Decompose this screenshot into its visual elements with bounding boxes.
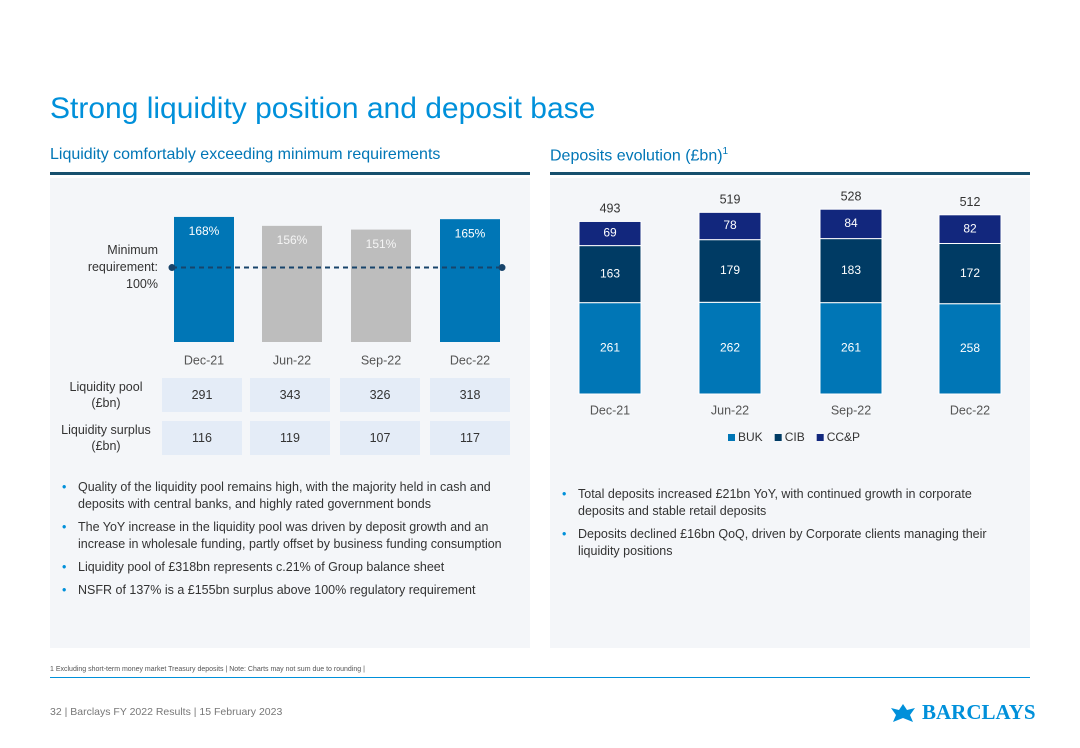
- threshold-label-box: Minimum requirement: 100%: [87, 242, 158, 291]
- value-label: 165%: [455, 226, 486, 240]
- legend-label: CC&P: [827, 430, 860, 444]
- table-cell: 343: [250, 378, 330, 412]
- value-label: 262: [720, 340, 740, 354]
- value-label: 82: [963, 221, 977, 235]
- legend-label: BUK: [738, 430, 763, 444]
- value-label: 84: [844, 216, 858, 230]
- legend-swatch: [774, 434, 782, 441]
- liquidity-table: Liquidity pool (£bn) 291 343 326 318 Liquidit…: [50, 370, 530, 470]
- bullet: Quality of the liquidity pool remains hi…: [56, 479, 526, 513]
- footnote-marker: 1: [722, 146, 729, 157]
- bar-segment: [819, 208, 883, 240]
- bar-segment: [938, 243, 1002, 305]
- threshold-label: Minimum requirement: 100%: [87, 242, 158, 291]
- value-label: 261: [600, 340, 620, 354]
- x-tick-label: Sep-22: [831, 403, 871, 417]
- x-tick-label: Dec-22: [450, 353, 490, 367]
- bar-segment: [698, 211, 762, 241]
- value-label: 168%: [189, 224, 220, 238]
- liquidity-chart: 168% Dec-21 156% Jun-22 151% Sep-22 165% Dec-22…: [87, 216, 506, 367]
- bullet: Deposits declined £16bn QoQ, driven by C…: [556, 526, 1016, 560]
- legend-swatch: [816, 434, 824, 441]
- bar-segment: [698, 239, 762, 303]
- total-label: 493: [600, 202, 621, 216]
- heading-rule: [50, 172, 530, 175]
- footnote: 1 Excluding short-term money market Trea…: [50, 666, 365, 673]
- bullet: The YoY increase in the liquidity pool w…: [56, 519, 526, 553]
- bar: [262, 225, 322, 342]
- value-label: 151%: [366, 237, 397, 251]
- logo: BARCLAYS: [890, 700, 1036, 725]
- x-tick-label: Jun-22: [711, 403, 749, 417]
- legend-swatch: [728, 434, 735, 441]
- bullet-list: Quality of the liquidity pool remains hi…: [56, 479, 526, 605]
- bullet: Total deposits increased £21bn YoY, with…: [556, 486, 1016, 520]
- x-tick-label: Dec-21: [590, 403, 630, 417]
- bar: [351, 229, 411, 342]
- value-label: 69: [603, 226, 617, 240]
- value-label: 179: [720, 263, 740, 277]
- table-cell: 107: [340, 421, 420, 455]
- x-tick-label: Dec-22: [950, 403, 990, 417]
- value-label: 183: [841, 263, 861, 277]
- footer: 32 | Barclays FY 2022 Results | 15 Febru…: [50, 706, 283, 718]
- table-cell: 318: [430, 378, 510, 412]
- footer-rule: [50, 677, 1030, 678]
- table-cell: 119: [250, 421, 330, 455]
- threshold-dot: [498, 264, 506, 272]
- value-label: 172: [960, 266, 980, 280]
- x-tick-label: Sep-22: [361, 353, 401, 367]
- table-cell: 117: [430, 421, 510, 455]
- table-cell: 326: [340, 378, 420, 412]
- deposits-chart: 261 163 69 493 Dec-21 262 179 78 519 Jun-22 261 183…: [578, 189, 1002, 444]
- threshold-dot: [168, 264, 176, 272]
- legend-label: CIB: [785, 430, 805, 444]
- value-label: 261: [841, 340, 861, 354]
- panel-heading: Liquidity comfortably exceeding minimum …: [50, 146, 441, 163]
- table-cell: 291: [162, 378, 242, 412]
- bar-segment: [938, 214, 1002, 244]
- bar-segment: [698, 301, 762, 395]
- panel-heading: Deposits evolution (£bn)1: [550, 146, 728, 165]
- total-label: 528: [841, 189, 862, 203]
- row-label: Liquidity surplus (£bn): [61, 423, 151, 453]
- bar: [174, 216, 234, 342]
- bullet: NSFR of 137% is a £155bn surplus above 1…: [56, 582, 526, 599]
- heading-text: Deposits evolution (£bn): [550, 147, 723, 165]
- bar: [440, 219, 500, 342]
- value-label: 258: [960, 341, 980, 355]
- total-label: 519: [720, 193, 741, 207]
- bar-segment: [819, 238, 883, 304]
- bar-segment: [578, 302, 642, 395]
- value-label: 156%: [277, 233, 308, 247]
- logo-eagle: [891, 703, 915, 722]
- bar-segment: [578, 220, 642, 247]
- logo-text: BARCLAYS: [922, 700, 1036, 724]
- bar-segment: [819, 302, 883, 395]
- heading-rule: [550, 172, 1030, 175]
- row-label: Liquidity pool (£bn): [69, 380, 143, 410]
- bullet: Liquidity pool of £318bn represents c.21…: [56, 559, 526, 576]
- x-tick-label: Jun-22: [273, 353, 311, 367]
- table-cell: 116: [162, 421, 242, 455]
- x-tick-label: Dec-21: [184, 353, 224, 367]
- bar-segment: [938, 303, 1002, 395]
- value-label: 163: [600, 266, 620, 280]
- slide-title: Strong liquidity position and deposit ba…: [50, 92, 596, 125]
- value-label: 78: [723, 218, 737, 232]
- bullet-list: Total deposits increased £21bn YoY, with…: [556, 486, 1016, 566]
- total-label: 512: [960, 195, 981, 209]
- bar-segment: [578, 245, 642, 304]
